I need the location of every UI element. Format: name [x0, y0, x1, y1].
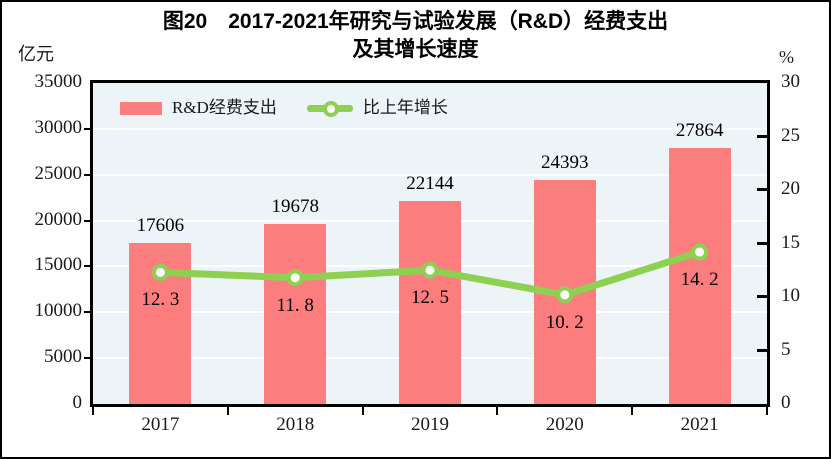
bottom-axis-tick: [361, 407, 364, 415]
left-axis-tick-label: 10000: [34, 300, 83, 322]
bottom-axis-tick: [496, 407, 499, 415]
right-axis-tick: [757, 295, 767, 298]
legend-line-label: 比上年增长: [362, 98, 448, 117]
x-axis-category-label: 2017: [141, 414, 180, 435]
left-axis-tick: [84, 219, 93, 222]
bottom-axis-tick: [226, 407, 229, 415]
left-axis-tick: [84, 357, 93, 360]
x-axis-category-label: 2018: [276, 414, 315, 435]
legend-line-marker-icon: [322, 100, 339, 117]
left-axis-unit-label: 亿元: [18, 44, 54, 64]
bar-2018: [264, 224, 327, 404]
right-axis-tick: [757, 134, 767, 138]
legend-bar-swatch: [120, 101, 162, 115]
x-axis-category-label: 2021: [680, 414, 719, 435]
left-axis-tick-label: 15000: [34, 254, 83, 276]
bar-value-label: 27864: [675, 120, 724, 141]
right-axis-unit-label: %: [779, 47, 794, 67]
x-axis-category-label: 2019: [411, 414, 449, 435]
bottom-axis-tick: [92, 407, 94, 415]
bar-value-label: 17606: [136, 215, 185, 236]
growth-line-marker: [421, 261, 439, 279]
bar-2021: [668, 148, 731, 404]
right-axis-tick: [757, 348, 767, 352]
bar-2019: [399, 201, 461, 404]
growth-value-label: 12. 3: [141, 289, 180, 311]
left-axis-tick: [84, 265, 93, 268]
growth-value-label: 12. 5: [411, 287, 449, 309]
left-axis-tick-label: 20000: [34, 208, 83, 230]
chart-title-line1: 图20 2017-2021年研究与试验发展（R&D）经费支出: [162, 10, 669, 33]
left-axis-tick-label: 30000: [34, 116, 83, 138]
right-axis-tick-label: 20: [781, 178, 800, 199]
right-axis-tick-label: 0: [781, 392, 791, 413]
right-axis-tick: [757, 188, 767, 191]
legend-line-swatch: [306, 100, 353, 117]
right-axis-tick-label: 10: [781, 285, 800, 306]
growth-value-label: 10. 2: [545, 311, 584, 333]
left-axis-tick-label: 35000: [34, 71, 83, 92]
x-axis-category-label: 2020: [545, 414, 584, 435]
growth-line-marker: [691, 243, 709, 261]
bottom-axis-tick: [631, 407, 634, 415]
growth-line-marker: [151, 263, 169, 281]
right-axis-tick-label: 30: [781, 71, 800, 92]
legend: R&D经费支出 比上年增长: [120, 97, 448, 119]
bar-value-label: 22144: [406, 173, 454, 194]
growth-value-label: 11. 8: [276, 294, 314, 316]
left-axis-tick-label: 0: [72, 392, 83, 413]
gridline: [93, 173, 767, 176]
growth-line-chart: [151, 243, 709, 304]
bar-value-label: 19678: [271, 196, 319, 217]
gridline: [93, 127, 767, 130]
left-axis-tick-label: 5000: [44, 346, 82, 368]
bar-value-label: 24393: [541, 152, 589, 173]
chart-title-line2: 及其增长速度: [352, 38, 479, 61]
plot-area: 17606 19678 22144 24393 27864 12. 3 11. 8 12. 5…: [93, 83, 767, 404]
left-axis-tick: [84, 127, 93, 130]
right-axis-tick-label: 5: [781, 338, 791, 360]
legend-bar-label: R&D经费支出: [172, 98, 277, 117]
right-axis-tick-label: 15: [781, 231, 800, 253]
left-axis-tick: [84, 311, 93, 314]
growth-line-marker: [286, 269, 304, 287]
left-axis-tick: [84, 173, 93, 176]
right-axis-tick-label: 25: [781, 124, 800, 146]
bottom-axis-tick: [766, 407, 768, 415]
left-axis-tick-label: 25000: [34, 162, 83, 184]
right-axis-tick: [757, 241, 767, 245]
growth-line-marker: [556, 286, 574, 304]
growth-value-label: 14. 2: [680, 269, 719, 291]
